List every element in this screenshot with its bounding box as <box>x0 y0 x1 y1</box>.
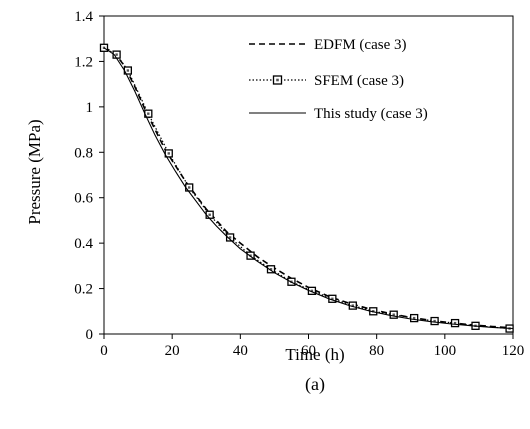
sfem-series-line <box>103 47 510 330</box>
legend-sfem-marker-core <box>276 78 279 82</box>
edfm-series-line <box>103 47 514 329</box>
y-tick-label: 1 <box>86 100 94 116</box>
x-tick-label: 60 <box>301 343 316 359</box>
y-tick-label: 0.4 <box>74 236 93 252</box>
sfem-point-core <box>167 152 170 155</box>
y-tick-label: 1.2 <box>74 54 93 70</box>
x-axis-title: Time (h) <box>285 345 344 364</box>
x-tick-label: 80 <box>369 343 384 359</box>
sfem-point-core <box>269 268 273 271</box>
sfem-point-core <box>115 53 118 56</box>
y-tick-label: 0.6 <box>74 191 93 207</box>
x-tick-label: 120 <box>502 343 525 359</box>
y-tick-label: 0.8 <box>74 145 93 161</box>
y-tick-label: 0 <box>86 327 94 343</box>
plot-frame <box>103 15 514 335</box>
sfem-point-core <box>453 321 457 325</box>
figure-caption: (a) <box>305 374 325 395</box>
legend: EDFM (case 3) SFEM (case 3) This study (ca… <box>249 37 428 122</box>
sfem-point-core <box>228 236 232 239</box>
legend-sfem-label: SFEM (case 3) <box>314 73 404 89</box>
y-tick-label: 0.2 <box>74 282 93 298</box>
sfem-point-core <box>392 313 395 316</box>
x-tick-label: 0 <box>100 343 108 359</box>
sfem-point-core <box>126 69 130 72</box>
ticks: 0 20 40 60 80 100 120 0 0.2 0.4 0.6 0.8 1 1.2 1.4 <box>74 9 524 359</box>
x-tick-label: 100 <box>434 343 457 359</box>
this-study-series-line <box>103 47 514 330</box>
x-tick-label: 20 <box>165 343 180 359</box>
axes <box>103 15 514 335</box>
sfem-point-core <box>310 289 314 293</box>
sfem-point-core <box>147 112 150 115</box>
legend-edfm-label: EDFM (case 3) <box>314 37 406 53</box>
sfem-point-core <box>208 213 211 216</box>
y-axis-title: Pressure (MPa) <box>25 119 44 224</box>
legend-this-study-label: This study (case 3) <box>314 106 428 122</box>
sfem-point-core <box>188 186 191 189</box>
sfem-point-core <box>351 304 355 307</box>
sfem-point-core <box>433 319 436 323</box>
y-tick-label: 1.4 <box>74 9 93 25</box>
sfem-point-core <box>331 297 334 300</box>
x-tick-label: 40 <box>233 343 248 359</box>
sfem-point-core <box>412 316 416 320</box>
series-lines <box>99 43 514 333</box>
